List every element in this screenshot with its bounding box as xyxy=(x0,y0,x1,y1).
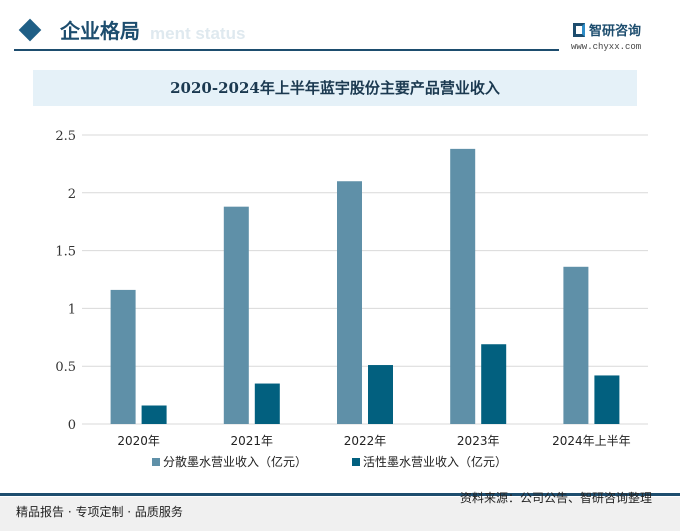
section-title: 企业格局 xyxy=(60,19,140,43)
y-tick-label: 0.5 xyxy=(55,360,76,375)
bar-2 xyxy=(481,344,507,424)
legend-swatch xyxy=(152,458,160,466)
legend-label: 活性墨水营业收入（亿元） xyxy=(363,454,507,469)
footer-slogan: 精品报告 · 专项定制 · 品质服务 xyxy=(16,505,183,519)
url: www.chyxx.com xyxy=(571,42,642,52)
legend-label: 分散墨水营业收入（亿元） xyxy=(163,454,307,469)
bar-chart: 0 0.5 1 1.5 2 2.5 2020年 2021年 2022年 2023年 2024年上半年… xyxy=(55,129,648,469)
x-tick-label: 2022年 xyxy=(344,434,387,448)
bar-1 xyxy=(110,289,136,424)
legend-swatch xyxy=(352,458,360,466)
bar-2 xyxy=(141,405,167,424)
source-note: 资料来源：公司公告、智研咨询整理 xyxy=(459,491,652,505)
bar-2 xyxy=(368,365,393,424)
ghost-text: ment status xyxy=(150,24,246,43)
bar-1 xyxy=(563,266,589,424)
logo-text: 智研咨询 xyxy=(589,24,642,39)
y-tick-label: 2.5 xyxy=(55,129,76,144)
y-tick-label: 1.5 xyxy=(55,245,76,260)
header-divider xyxy=(14,49,559,51)
y-tick-label: 0 xyxy=(68,418,76,433)
logo-icon xyxy=(573,23,585,37)
x-tick-label: 2023年 xyxy=(457,434,500,448)
title-bar: 2020-2024年上半年蓝宇股份主要产品营业收入 xyxy=(33,70,637,106)
bar-2 xyxy=(594,375,620,424)
bar-1 xyxy=(337,181,362,424)
y-tick-label: 2 xyxy=(68,187,76,202)
bar-2 xyxy=(254,383,280,424)
bar-1 xyxy=(223,206,249,424)
header: ment status 企业格局 智研咨询 www.chyxx.com xyxy=(0,0,680,52)
chart-title: 2020-2024年上半年蓝宇股份主要产品营业收入 xyxy=(170,79,500,97)
footer: 精品报告 · 专项定制 · 品质服务 资料来源：公司公告、智研咨询整理 xyxy=(0,491,680,531)
x-tick-label: 2020年 xyxy=(117,434,160,448)
y-tick-label: 1 xyxy=(68,302,76,317)
logo: 智研咨询 xyxy=(573,20,641,39)
x-tick-label: 2021年 xyxy=(231,434,274,448)
footer-divider xyxy=(0,493,680,496)
bar-1 xyxy=(450,148,476,424)
x-tick-label: 2024年上半年 xyxy=(552,434,631,448)
